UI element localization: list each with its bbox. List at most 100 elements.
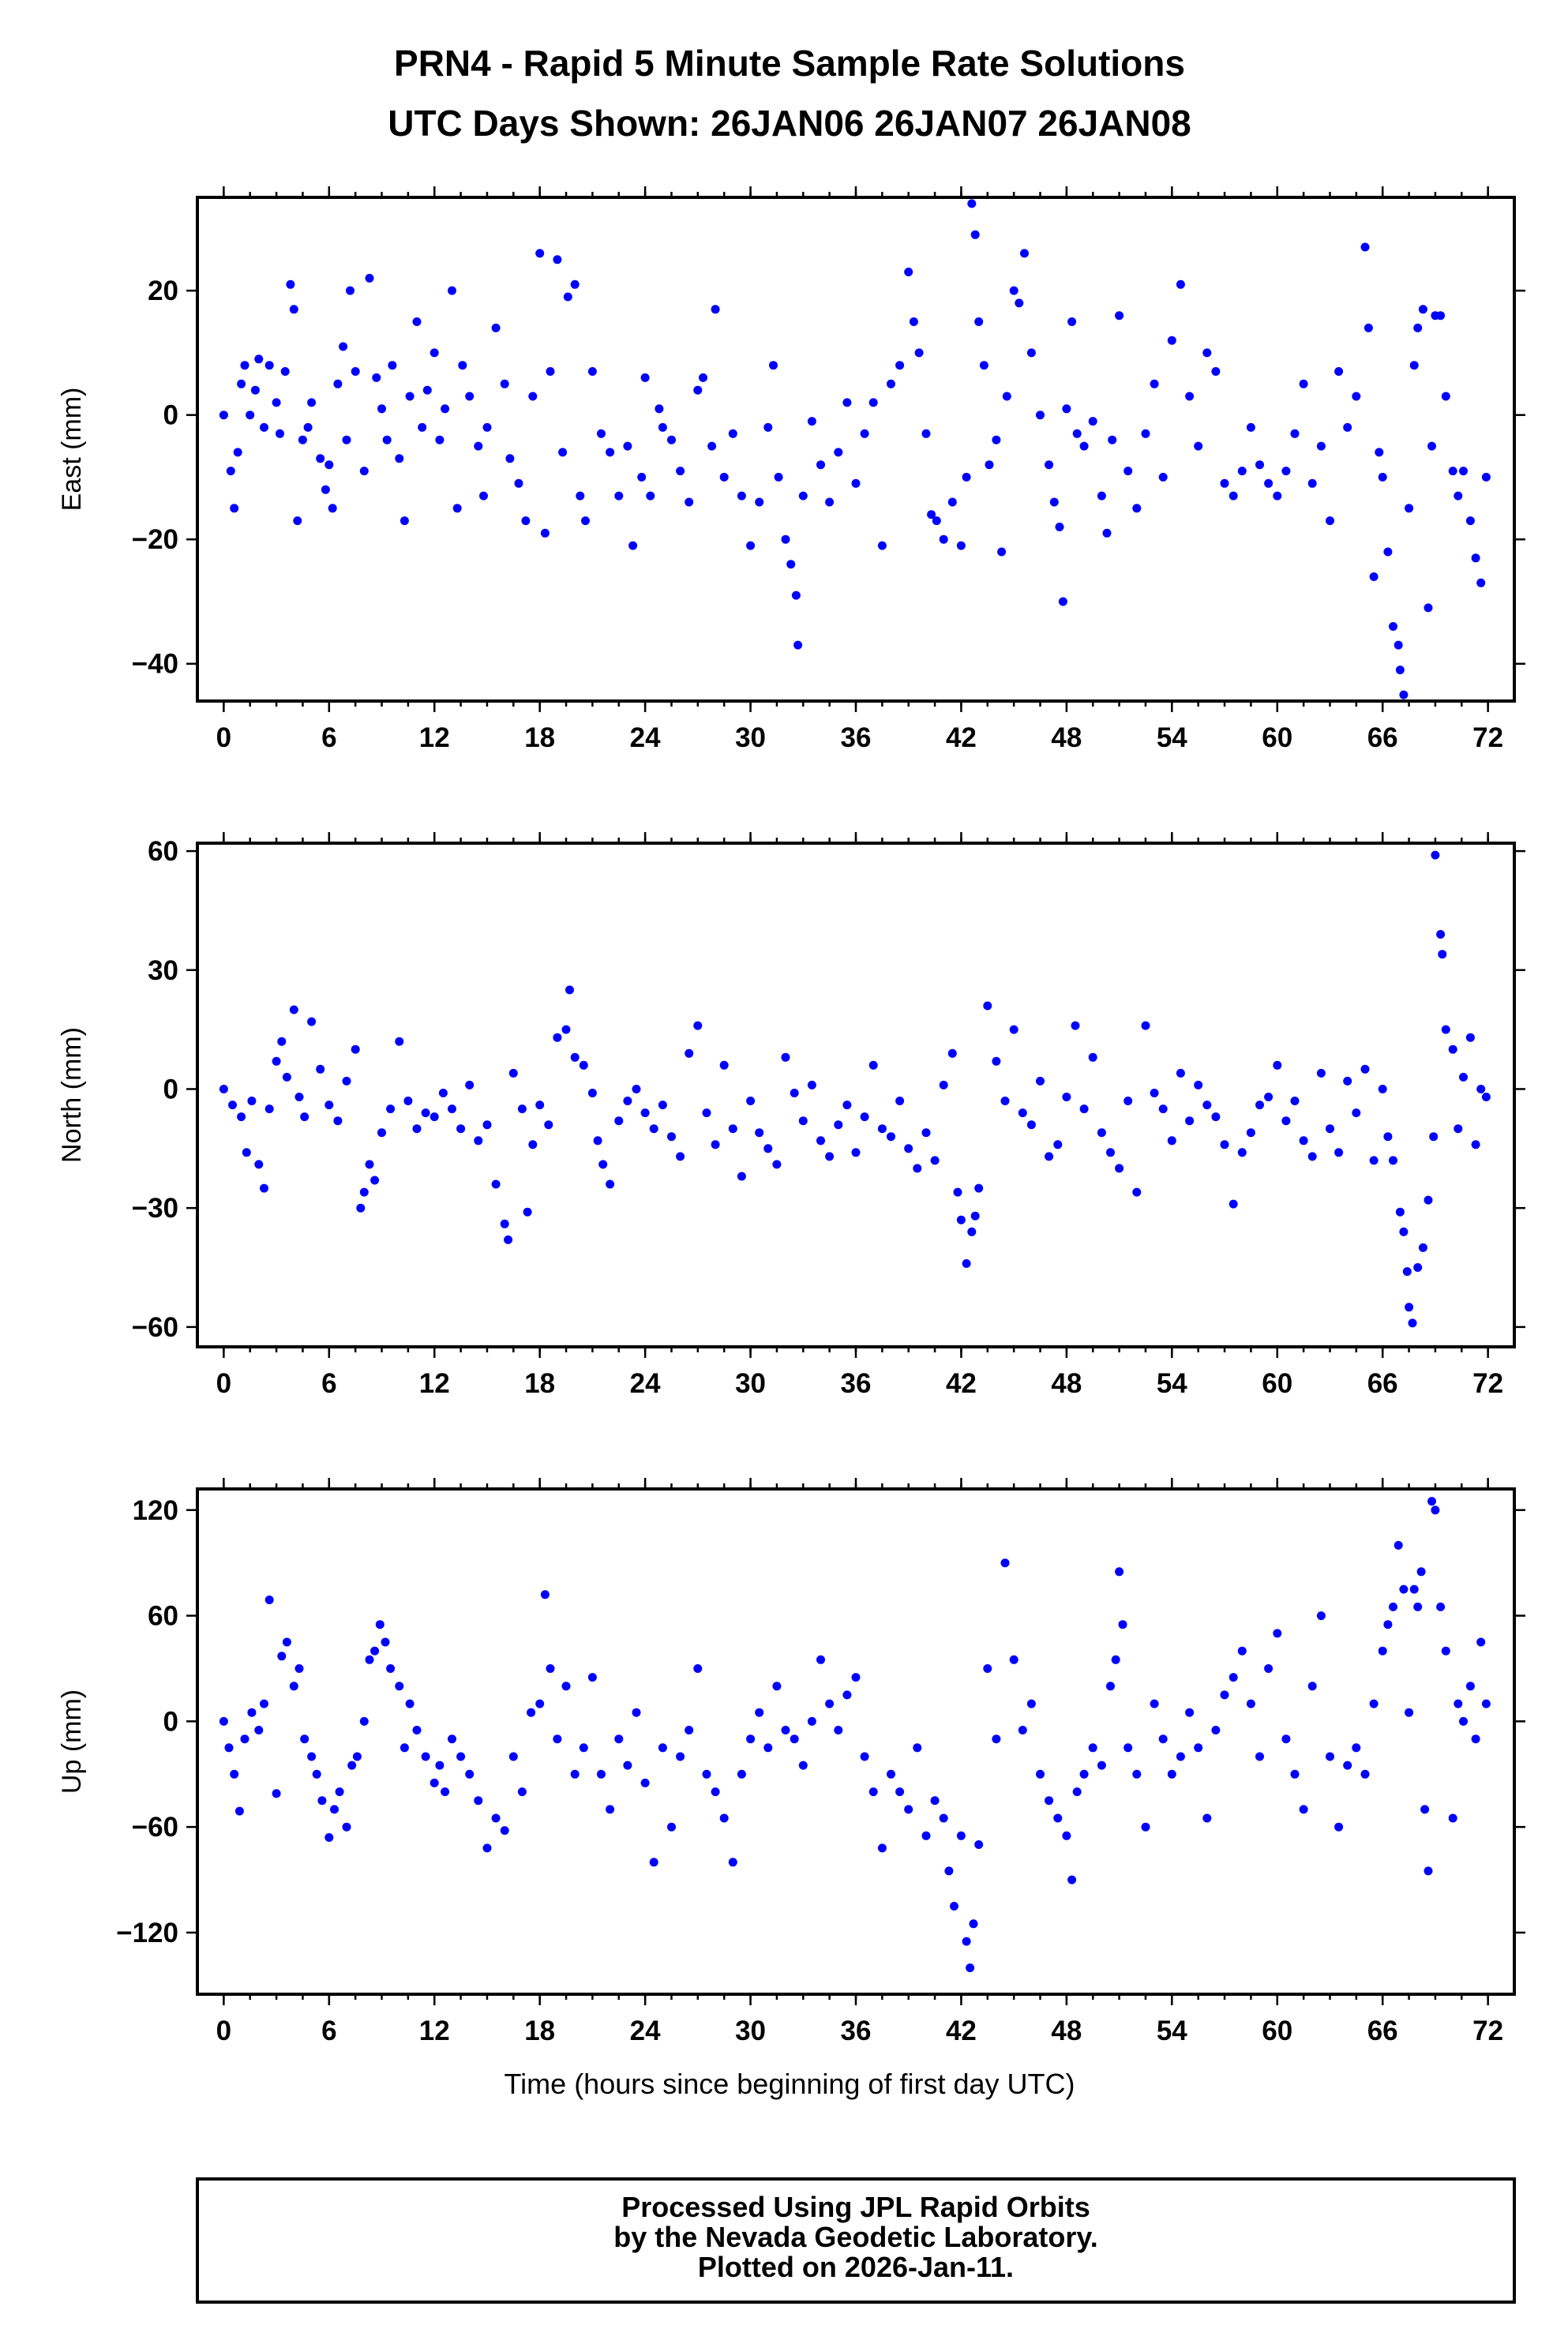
data-point (614, 1116, 624, 1126)
data-point (1441, 392, 1450, 401)
x-tick-label: 48 (1051, 1368, 1082, 1399)
data-point (280, 367, 290, 376)
data-point (868, 1787, 878, 1797)
data-point (606, 1805, 615, 1814)
data-point (851, 1673, 861, 1682)
data-point (448, 286, 456, 295)
data-point (1383, 1620, 1393, 1629)
y-tick-label: 60 (148, 836, 178, 867)
data-point (570, 1052, 580, 1062)
data-point (834, 1120, 843, 1130)
data-point (1402, 1267, 1412, 1277)
east-panel: 0 6 12 18 24 30 36 42 48 54 60 66 72 −40 −20 0 20 East (m… (57, 186, 1525, 753)
data-point (508, 1068, 518, 1078)
data-point (359, 1187, 369, 1197)
data-point (699, 373, 707, 382)
data-point (521, 516, 531, 526)
y-tick-label: −60 (132, 1312, 178, 1343)
data-point (939, 1813, 948, 1823)
data-point (237, 379, 246, 388)
data-point (1405, 1303, 1414, 1312)
data-point (927, 510, 936, 519)
data-point (1281, 1734, 1291, 1744)
data-point (793, 640, 803, 650)
data-point (1141, 1021, 1150, 1030)
data-point (967, 199, 977, 208)
data-point (553, 255, 562, 264)
data-point (1062, 1093, 1071, 1101)
data-point (632, 1085, 641, 1093)
data-point (1009, 1025, 1018, 1034)
data-point (1079, 1104, 1089, 1114)
data-point (330, 1805, 339, 1814)
data-point (913, 1743, 922, 1753)
data-point (921, 1128, 931, 1138)
x-tick-label: 0 (216, 1368, 231, 1399)
data-point (860, 1112, 869, 1122)
data-point (328, 504, 337, 513)
data-point (834, 448, 843, 457)
data-point (1072, 1787, 1082, 1797)
data-point (950, 1902, 958, 1911)
data-point (1202, 348, 1212, 358)
data-point (260, 422, 268, 432)
x-tick-label: 60 (1262, 1368, 1292, 1399)
data-point (667, 1822, 676, 1832)
data-point (1326, 1752, 1334, 1761)
x-tick-label: 42 (946, 1368, 977, 1399)
data-point (1454, 1124, 1463, 1134)
data-point (561, 1025, 571, 1034)
data-point (242, 1148, 251, 1157)
data-point (667, 435, 676, 444)
x-axis-label: Time (hours since beginning of first day… (505, 2068, 1075, 2100)
data-point (1273, 1629, 1282, 1638)
y-tick-label: −30 (132, 1193, 178, 1224)
data-point (1420, 1805, 1430, 1814)
data-point (1106, 1682, 1115, 1691)
data-point (579, 1060, 588, 1070)
data-point (1211, 1112, 1221, 1122)
data-point (969, 1919, 978, 1929)
data-point (649, 1124, 658, 1134)
data-point (1049, 497, 1059, 507)
data-point (1036, 411, 1045, 420)
data-point (1343, 422, 1352, 432)
data-point (781, 1052, 790, 1062)
data-point (970, 1211, 980, 1221)
data-point (947, 497, 957, 507)
data-point (365, 1655, 374, 1664)
data-point (719, 472, 729, 482)
x-tick-label: 24 (630, 2016, 661, 2046)
north-panel: 0 6 12 18 24 30 36 42 48 54 60 66 72 −60 −30 0 30 60 North… (57, 832, 1525, 1399)
footer-box (196, 2177, 1516, 2304)
data-point (544, 1120, 553, 1130)
data-point (233, 448, 242, 457)
data-point (868, 398, 878, 407)
data-point (1413, 323, 1423, 332)
data-point (1176, 1752, 1185, 1761)
data-point (565, 985, 574, 995)
data-point (546, 1664, 555, 1673)
data-point (1389, 622, 1397, 631)
x-tick-label: 6 (321, 2016, 336, 2046)
data-point (939, 534, 948, 544)
data-point (1000, 1558, 1010, 1568)
data-point (640, 1778, 650, 1787)
data-point (517, 1787, 527, 1797)
data-point (913, 1164, 922, 1173)
data-point (479, 491, 488, 501)
data-point (388, 361, 397, 370)
data-point (825, 497, 835, 507)
data-point (226, 467, 235, 476)
data-point (851, 478, 861, 488)
data-point (628, 541, 638, 550)
data-point (237, 1112, 246, 1122)
data-point (1459, 1716, 1468, 1726)
data-point (1045, 460, 1054, 470)
data-point (1185, 1116, 1195, 1126)
data-point (386, 1664, 396, 1673)
plot-frame (196, 1487, 1516, 1996)
data-point (904, 1144, 913, 1153)
data-point (395, 1037, 404, 1046)
data-point (1111, 1655, 1120, 1664)
